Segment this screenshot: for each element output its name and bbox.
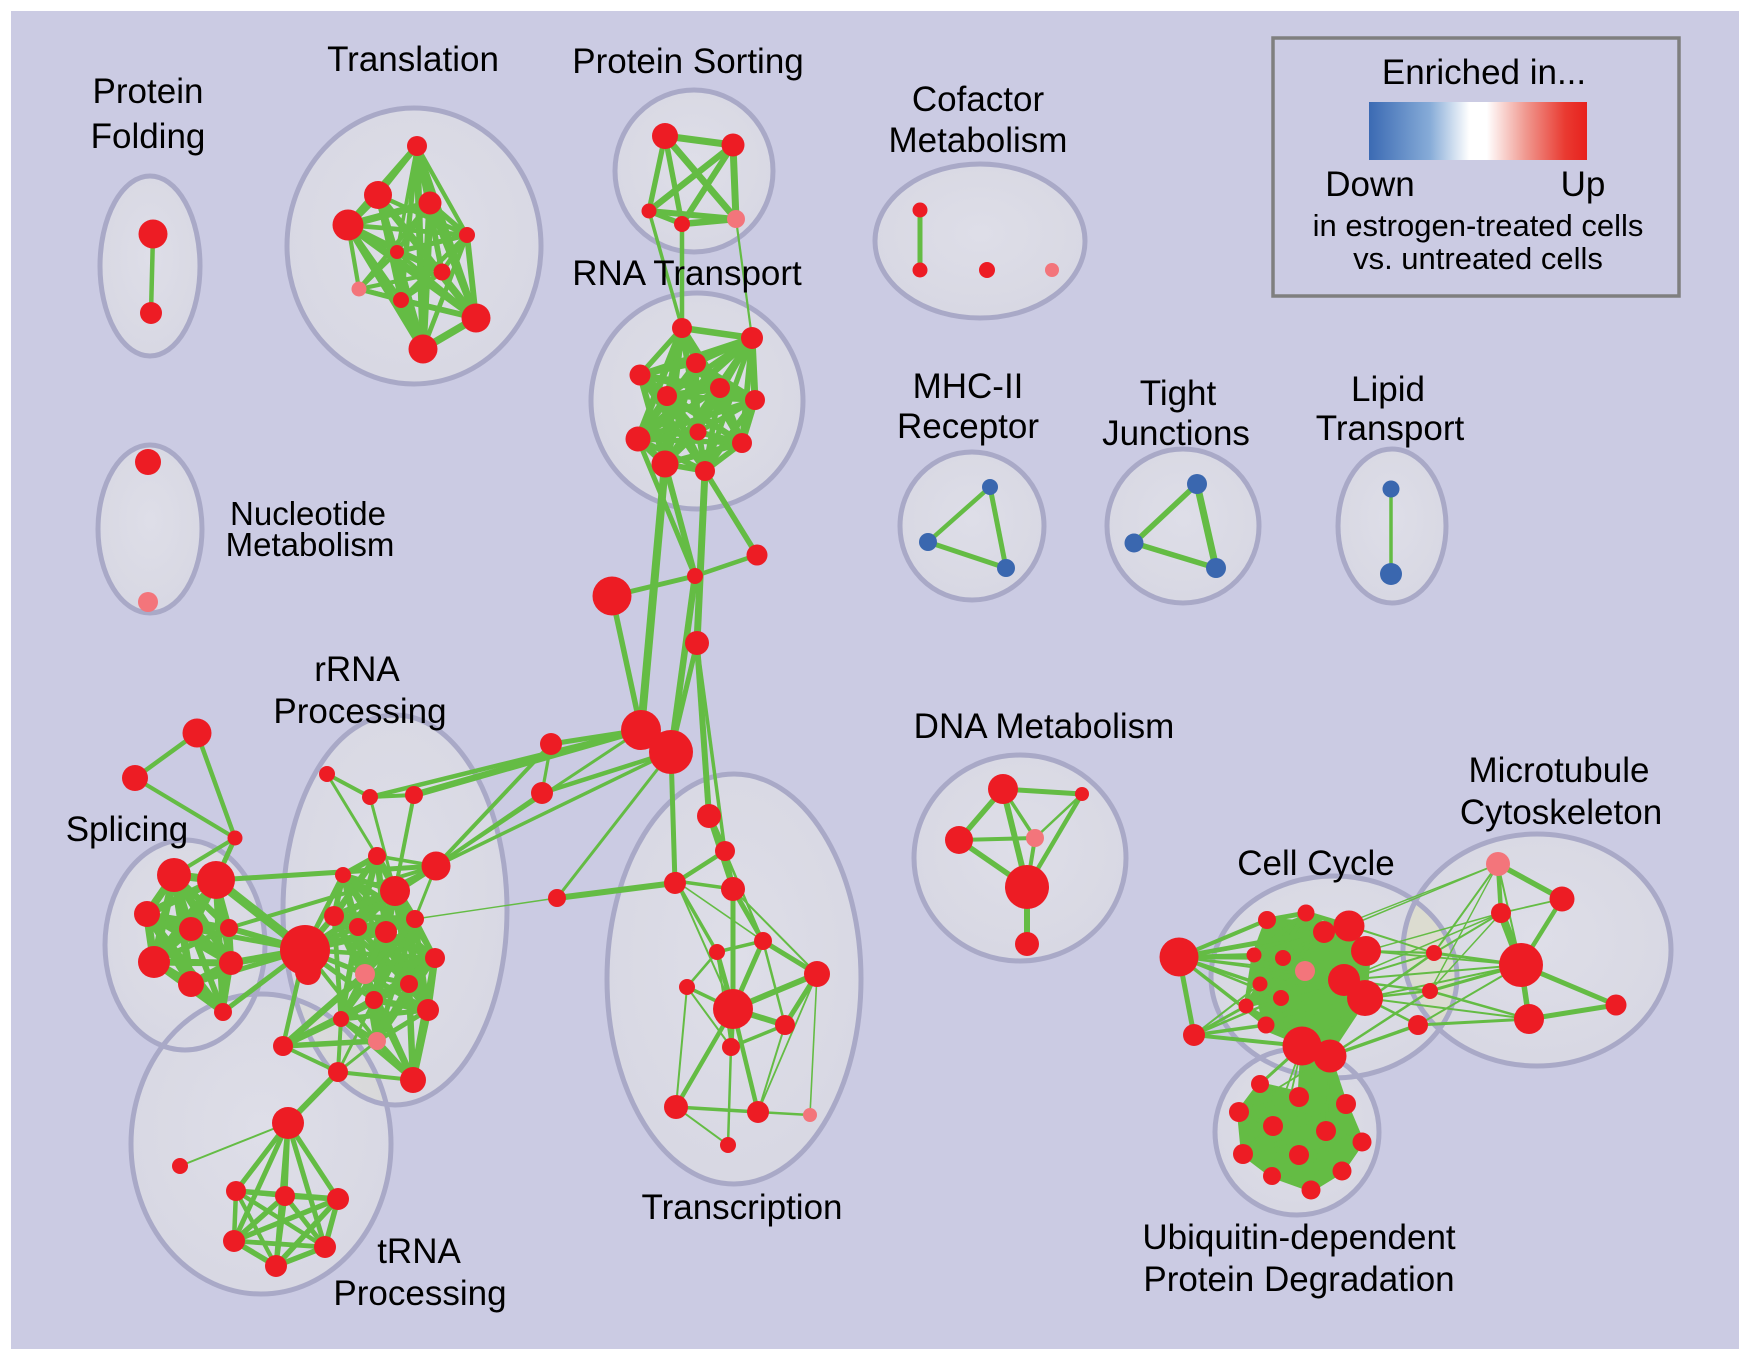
svg-text:vs. untreated cells: vs. untreated cells xyxy=(1353,241,1603,276)
svg-text:in estrogen-treated cells: in estrogen-treated cells xyxy=(1313,208,1644,243)
svg-text:Processing: Processing xyxy=(333,1274,506,1313)
svg-text:Tight: Tight xyxy=(1140,374,1217,413)
svg-text:Lipid: Lipid xyxy=(1351,370,1425,409)
svg-text:Transcription: Transcription xyxy=(642,1188,843,1227)
svg-text:Cofactor: Cofactor xyxy=(912,80,1045,119)
svg-text:Protein: Protein xyxy=(93,72,204,111)
svg-text:Protein Sorting: Protein Sorting xyxy=(572,42,804,81)
svg-text:tRNA: tRNA xyxy=(377,1232,461,1271)
svg-text:Translation: Translation xyxy=(327,40,499,79)
svg-text:Cell Cycle: Cell Cycle xyxy=(1237,844,1395,883)
svg-text:DNA Metabolism: DNA Metabolism xyxy=(914,707,1175,746)
svg-text:Junctions: Junctions xyxy=(1102,414,1250,453)
svg-text:Metabolism: Metabolism xyxy=(889,121,1068,160)
svg-text:Splicing: Splicing xyxy=(66,810,189,849)
svg-text:Microtubule: Microtubule xyxy=(1469,751,1650,790)
svg-text:Cytoskeleton: Cytoskeleton xyxy=(1460,793,1662,832)
svg-text:Ubiquitin-dependent: Ubiquitin-dependent xyxy=(1142,1218,1456,1257)
svg-text:RNA Transport: RNA Transport xyxy=(572,254,802,293)
svg-text:Processing: Processing xyxy=(273,692,446,731)
svg-text:Down: Down xyxy=(1325,165,1414,204)
svg-text:Transport: Transport xyxy=(1316,409,1465,448)
svg-text:MHC-II: MHC-II xyxy=(913,367,1024,406)
svg-text:Protein Degradation: Protein Degradation xyxy=(1143,1260,1454,1299)
svg-text:Folding: Folding xyxy=(91,117,206,156)
svg-text:Receptor: Receptor xyxy=(897,407,1039,446)
svg-text:Up: Up xyxy=(1561,165,1606,204)
svg-text:Nucleotide: Nucleotide xyxy=(230,495,386,532)
svg-text:rRNA: rRNA xyxy=(314,650,400,689)
svg-text:Enriched in...: Enriched in... xyxy=(1382,53,1586,92)
svg-text:Metabolism: Metabolism xyxy=(226,526,395,563)
